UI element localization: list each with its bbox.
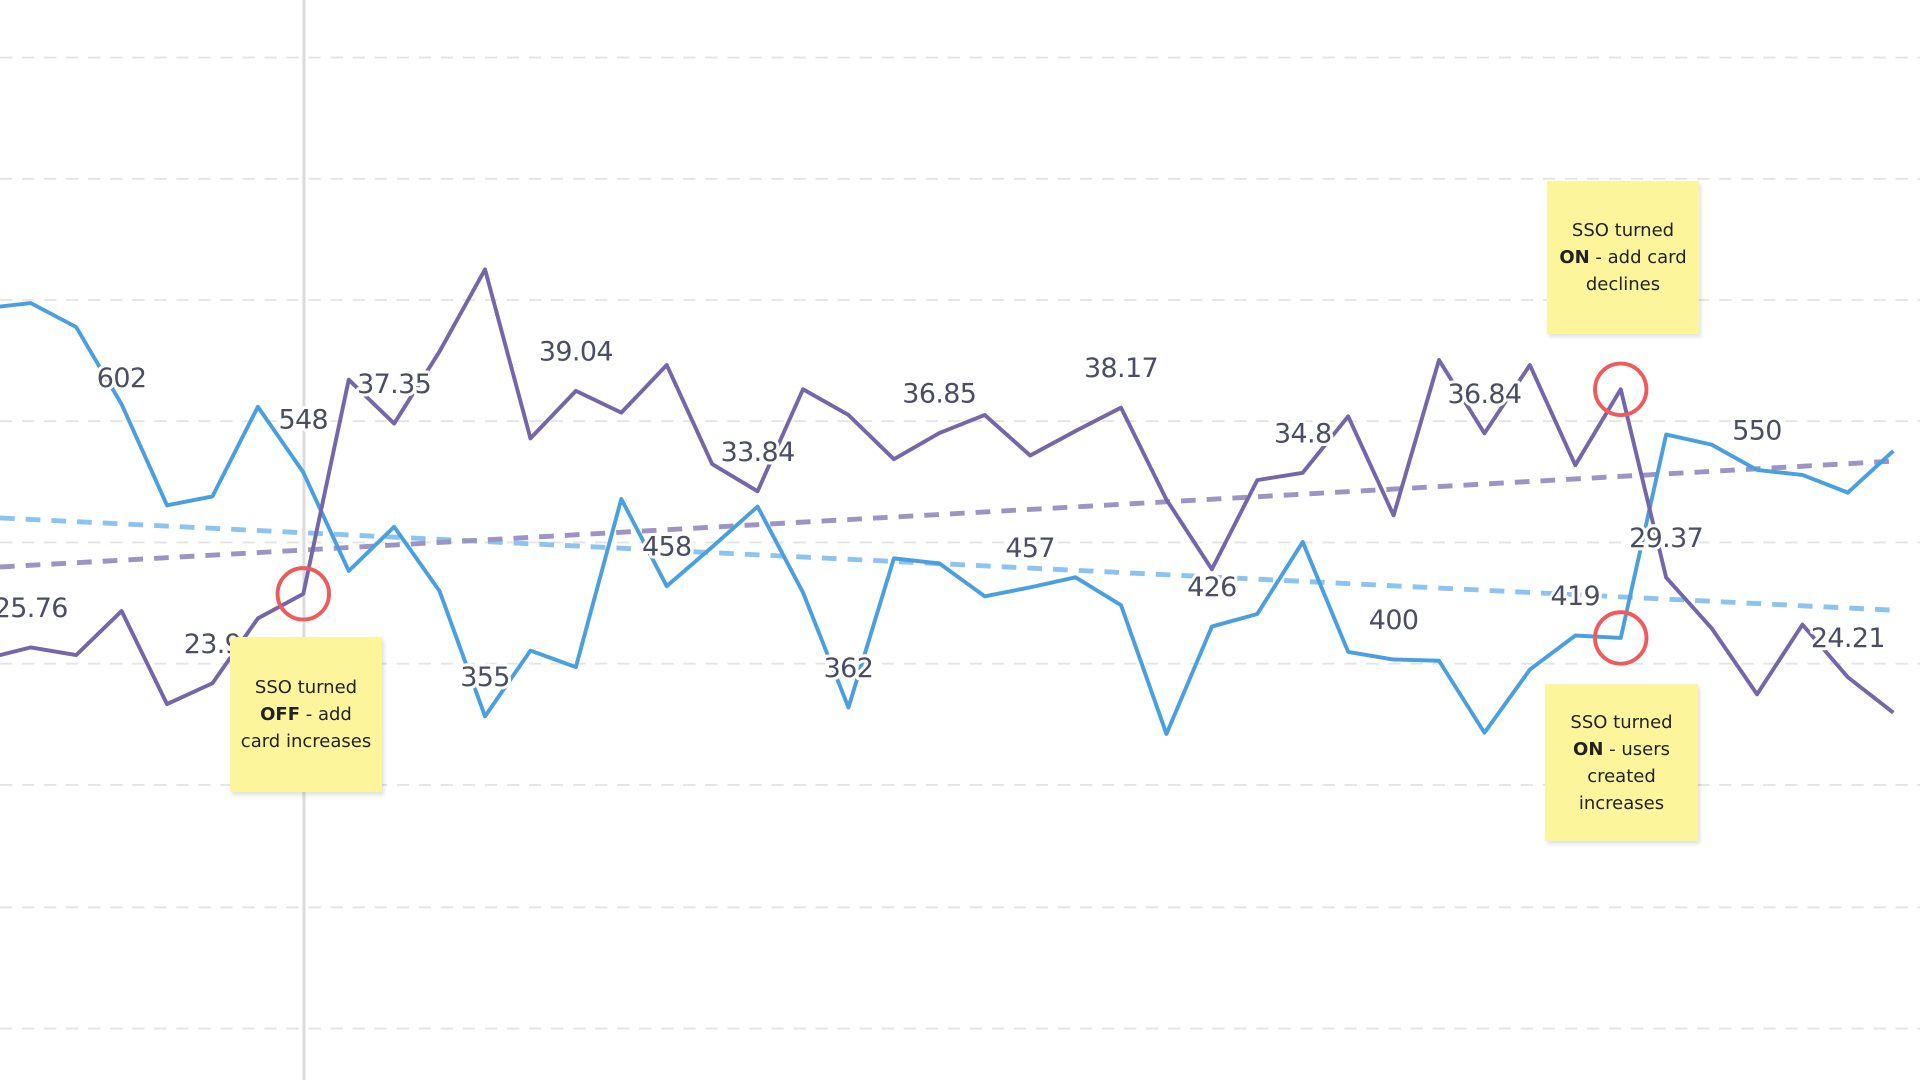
data-label: 457 [1005, 533, 1055, 564]
purple-trend-line [0, 458, 1894, 570]
blue-trend-line [0, 515, 1894, 613]
data-label: 400 [1369, 605, 1419, 636]
note-text: - users created increases [1578, 738, 1670, 814]
highlight-circle [1593, 610, 1649, 666]
note-text: SSO turned [1570, 711, 1673, 733]
note-text: - add card increases [240, 704, 372, 752]
annotation-sso-on-add-card: SSO turned ON - add card declines [1547, 181, 1699, 334]
note-bold: ON [1559, 247, 1590, 268]
data-label: 458 [642, 532, 692, 563]
data-label: 426 [1187, 572, 1237, 603]
note-bold: ON [1573, 738, 1604, 760]
data-label: 419 [1551, 581, 1601, 612]
data-label: 33.84 [721, 437, 795, 468]
data-label: 24.21 [1811, 623, 1885, 654]
data-label: 37.35 [357, 369, 431, 400]
note-text: SSO turned [1571, 220, 1675, 241]
data-label: 548 [279, 405, 329, 436]
note-text: - add card declines [1585, 247, 1687, 295]
data-label: 355 [460, 662, 510, 693]
data-label: 36.84 [1447, 379, 1521, 410]
data-label: 602 [97, 363, 147, 394]
data-label: 29.37 [1629, 523, 1703, 554]
annotation-sso-off: SSO turned OFF - add card increases [230, 637, 382, 792]
data-label: 25.76 [0, 593, 68, 624]
data-label: 34.8 [1274, 418, 1332, 449]
highlight-circle [275, 566, 331, 622]
note-bold: OFF [260, 704, 301, 725]
highlight-circles [275, 361, 1649, 666]
data-label: 36.85 [902, 379, 976, 410]
trend-lines [0, 458, 1894, 613]
note-text: SSO turned [254, 677, 358, 698]
data-label: 39.04 [539, 336, 613, 367]
data-label: 38.17 [1084, 353, 1158, 384]
highlight-circle [1593, 361, 1649, 417]
data-label: 550 [1732, 415, 1782, 446]
data-label: 362 [824, 653, 874, 684]
purple-series-line [0, 267, 1895, 715]
blue-series-line [0, 301, 1895, 736]
annotation-sso-on-users: SSO turned ON - users created increases [1545, 684, 1698, 841]
series-lines [0, 267, 1895, 736]
data-labels: 60254835545836245742640041955025.7623.93… [0, 333, 1889, 696]
